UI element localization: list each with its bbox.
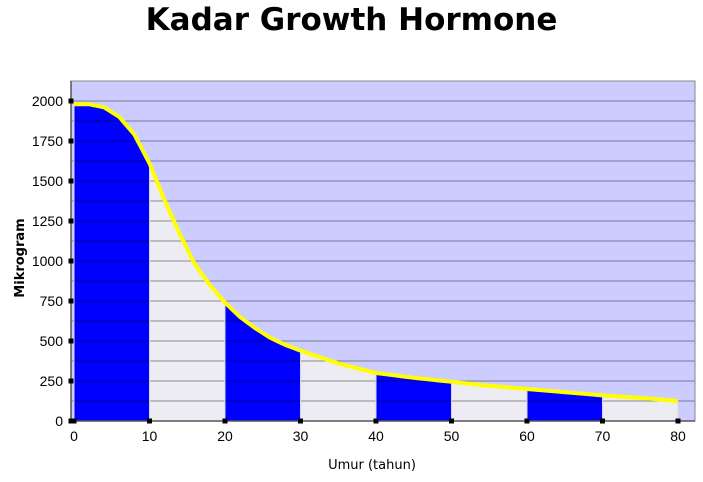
- x-tick-mark: [222, 418, 228, 424]
- x-tick-mark: [449, 418, 454, 424]
- y-tick-label: 1250: [32, 213, 63, 229]
- axes: [70, 80, 696, 422]
- x-tick-mark: [675, 418, 681, 424]
- x-tick-label: 80: [670, 428, 686, 444]
- area-band-0: [74, 104, 150, 421]
- y-tick-label: 1000: [32, 253, 63, 269]
- x-tick-label: 60: [519, 428, 535, 444]
- series-line: [74, 102, 679, 403]
- x-tick-label: 0: [70, 428, 78, 444]
- y-tick-mark: [68, 218, 74, 224]
- x-tick-label: 10: [142, 428, 158, 444]
- x-tick-mark: [600, 418, 605, 424]
- y-tick-mark: [68, 178, 74, 184]
- x-tick-label: 30: [293, 428, 309, 444]
- x-tick-label: 50: [444, 428, 460, 444]
- y-axis-label: Mikrogram: [13, 218, 28, 297]
- y-tick-mark: [68, 338, 74, 344]
- y-tick-mark: [68, 258, 74, 264]
- y-tick-labels: 0 250 500 750 1000 1250 1500 1750 2000: [32, 93, 74, 429]
- area-band-6: [527, 389, 603, 421]
- chart-title: Kadar Growth Hormone: [145, 2, 558, 38]
- x-tick-mark: [298, 418, 303, 424]
- x-tick-labels: 0 10 20 30 40 50 60 70 80: [70, 418, 686, 444]
- x-axis-label: Umur (tahun): [328, 458, 416, 473]
- x-tick-mark: [524, 418, 530, 424]
- y-tick-label: 2000: [32, 93, 63, 109]
- y-tick-label: 1750: [32, 133, 63, 149]
- y-tick-mark: [68, 138, 74, 144]
- y-tick-mark: [68, 98, 74, 104]
- y-tick-mark: [68, 298, 74, 304]
- y-tick-mark: [68, 418, 74, 424]
- curve-group: [74, 102, 679, 403]
- y-tick-label: 0: [55, 413, 63, 429]
- y-tick-label: 750: [40, 293, 64, 309]
- x-tick-label: 40: [368, 428, 384, 444]
- x-tick-label: 20: [217, 428, 233, 444]
- x-tick-mark: [71, 418, 77, 424]
- y-tick-label: 250: [40, 373, 64, 389]
- x-tick-mark: [373, 418, 379, 424]
- y-tick-label: 500: [40, 333, 64, 349]
- area-band-4: [376, 373, 452, 421]
- y-tick-label: 1500: [32, 173, 63, 189]
- area-band-7: [602, 395, 678, 421]
- x-tick-mark: [147, 418, 152, 424]
- y-tick-mark: [68, 378, 74, 384]
- x-tick-label: 70: [595, 428, 611, 444]
- area-band-1: [149, 163, 225, 421]
- area-band-2: [225, 302, 301, 421]
